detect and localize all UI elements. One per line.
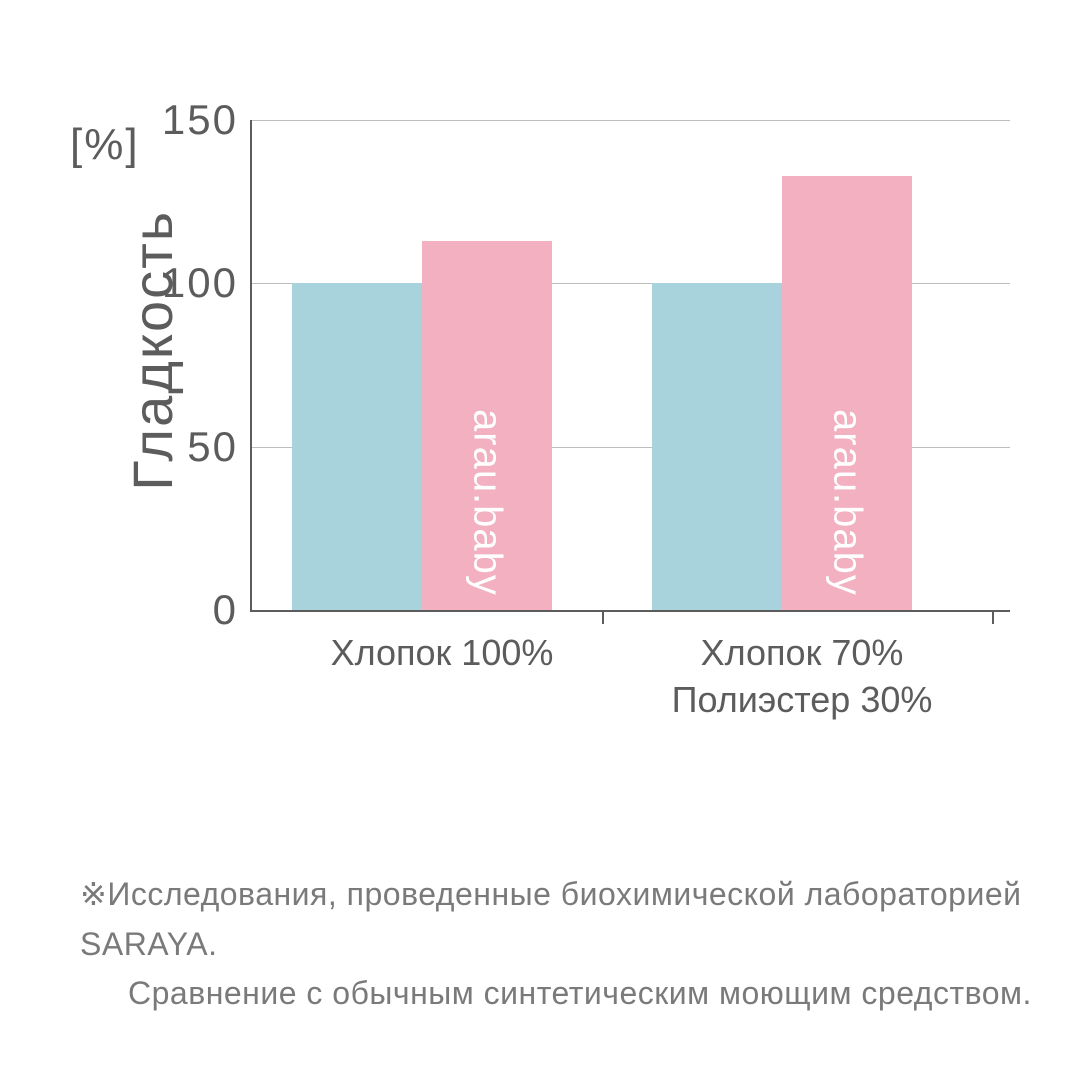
y-tick-label: 100 — [162, 259, 238, 307]
category-label: Хлопок 70% Полиэстер 30% — [632, 630, 972, 724]
bar-inner-label: arau.baby — [465, 409, 510, 596]
bar-product: arau.baby — [782, 176, 912, 610]
y-tick-label: 150 — [162, 96, 238, 144]
y-unit-label: [%] — [70, 120, 140, 170]
x-tick — [602, 610, 604, 624]
bar-control — [652, 283, 782, 610]
y-tick-label: 0 — [213, 586, 238, 634]
footnote-marker: ※ — [80, 876, 107, 912]
footnote-line2: Сравнение с обычным синтетическим моющим… — [80, 969, 1080, 1019]
plot-area: 050100150arau.babyХлопок 100%arau.babyХл… — [250, 120, 1010, 612]
footnote: ※Исследования, проведенные биохимической… — [80, 870, 1080, 1019]
bar-inner-label: arau.baby — [825, 409, 870, 596]
bar-control — [292, 283, 422, 610]
category-label: Хлопок 100% — [292, 630, 592, 677]
y-tick-label: 50 — [187, 423, 238, 471]
x-tick — [992, 610, 994, 624]
y-axis-title: Гладкость — [120, 210, 185, 491]
gridline — [252, 120, 1010, 121]
footnote-line1: Исследования, проведенные биохимической … — [80, 876, 1022, 962]
bar-product: arau.baby — [422, 241, 552, 610]
page-root: [%] Гладкость 050100150arau.babyХлопок 1… — [0, 0, 1080, 1080]
